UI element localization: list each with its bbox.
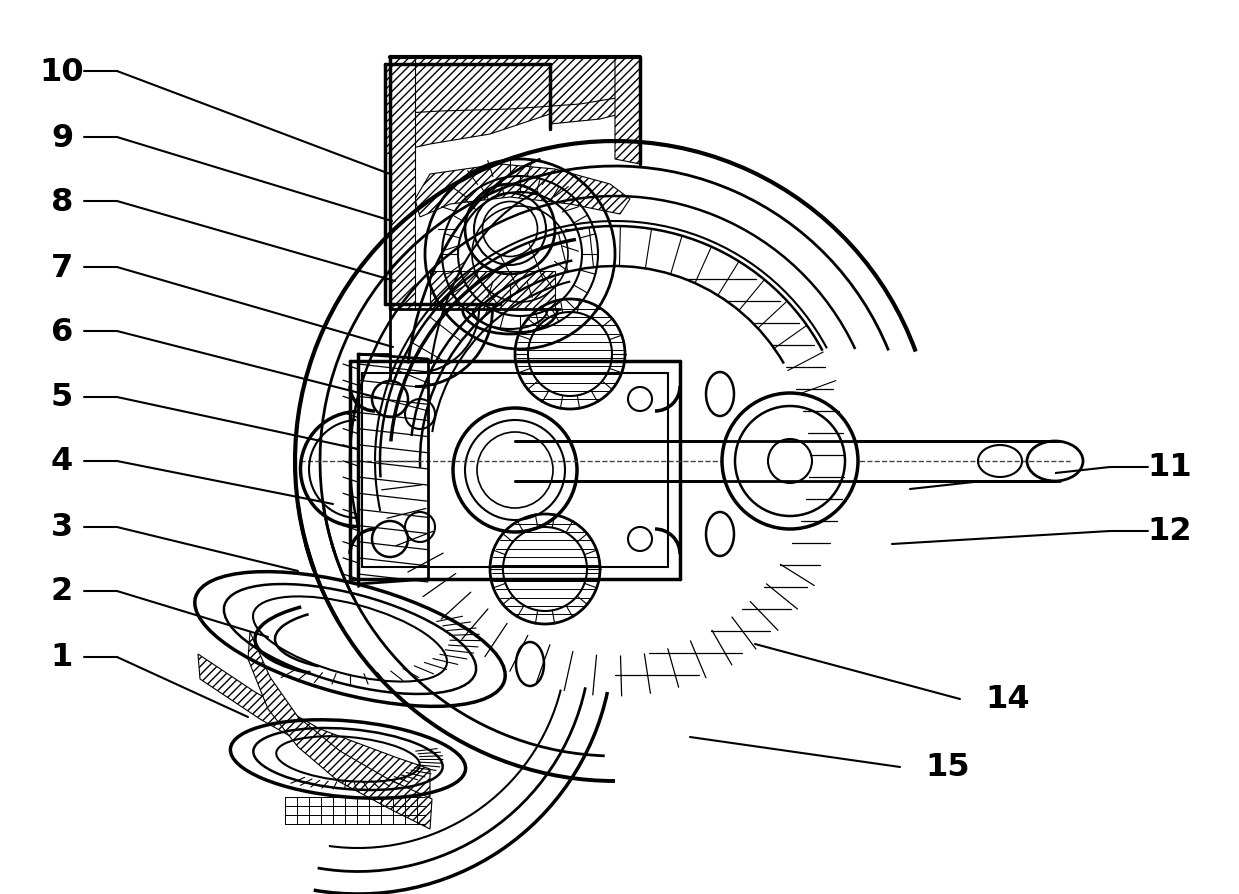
Polygon shape	[430, 272, 555, 309]
Polygon shape	[615, 58, 641, 164]
Polygon shape	[415, 164, 629, 218]
Text: 4: 4	[51, 446, 73, 477]
Text: 12: 12	[1147, 516, 1192, 547]
Text: 14: 14	[985, 684, 1030, 714]
Text: 10: 10	[40, 56, 84, 88]
Text: 1: 1	[51, 642, 73, 673]
Text: 5: 5	[51, 382, 73, 413]
Polygon shape	[390, 58, 641, 114]
FancyBboxPatch shape	[515, 443, 1054, 480]
Polygon shape	[390, 58, 415, 309]
Circle shape	[722, 393, 857, 529]
Text: 8: 8	[51, 186, 73, 217]
Polygon shape	[248, 632, 432, 829]
Text: 9: 9	[51, 122, 73, 154]
Text: 6: 6	[51, 316, 73, 347]
Text: 15: 15	[926, 752, 970, 782]
Text: 11: 11	[1147, 452, 1192, 483]
Polygon shape	[550, 65, 641, 125]
Text: 3: 3	[51, 512, 73, 543]
Polygon shape	[385, 65, 550, 155]
Polygon shape	[198, 654, 430, 799]
Text: 7: 7	[51, 252, 73, 283]
Text: 2: 2	[51, 576, 73, 607]
